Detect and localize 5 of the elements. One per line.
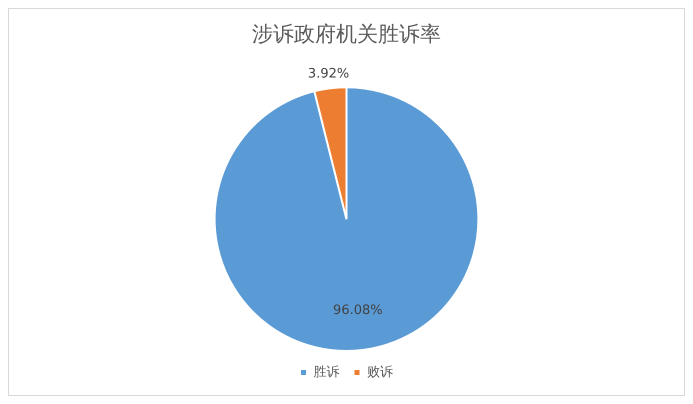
legend-label: 胜诉 bbox=[314, 364, 340, 380]
data-label: 96.08% bbox=[333, 303, 383, 318]
legend-label: 败诉 bbox=[367, 364, 393, 380]
data-label: 3.92% bbox=[308, 66, 350, 82]
chart-title: 涉诉政府机关胜诉率 bbox=[252, 22, 441, 46]
